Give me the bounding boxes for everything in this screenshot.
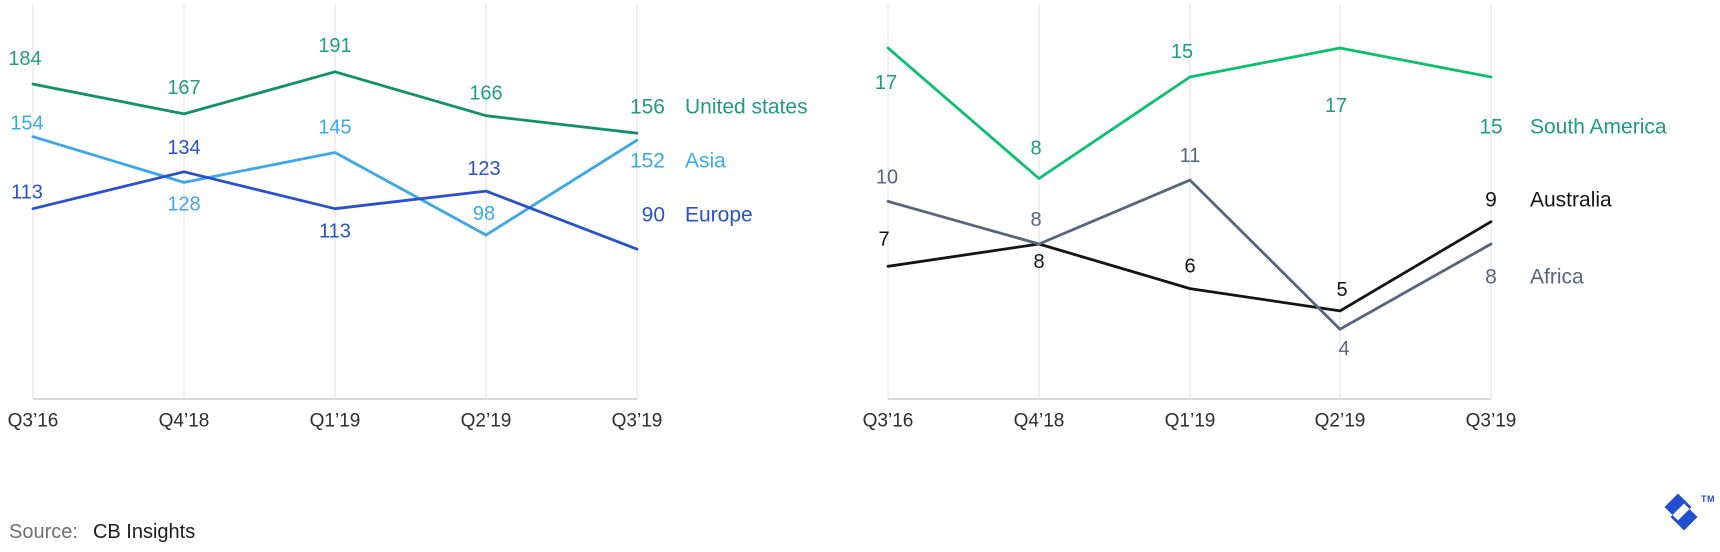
point-label-south-america: 17: [875, 72, 897, 94]
point-label-africa: 11: [1180, 145, 1201, 167]
point-label-europe: 113: [319, 221, 351, 243]
x-tick-label: Q2’19: [1315, 411, 1366, 432]
legend-value-europe: 90: [642, 204, 665, 227]
x-tick-label: Q1’19: [1165, 411, 1216, 432]
point-label-united-states: 184: [8, 48, 41, 70]
point-label-united-states: 166: [469, 83, 502, 105]
legend-label-australia: Australia: [1530, 189, 1612, 212]
point-label-europe: 134: [167, 137, 200, 159]
trademark-label: TM: [1701, 494, 1715, 504]
x-tick-label: Q4’18: [1014, 411, 1065, 432]
series-line-asia: [31, 135, 639, 237]
legend-label-asia: Asia: [685, 150, 726, 173]
legend-label-europe: Europe: [685, 204, 753, 227]
series-line-africa: [886, 178, 1493, 331]
point-label-united-states: 191: [318, 35, 351, 57]
x-tick-label: Q4’18: [159, 411, 210, 432]
point-label-asia: 154: [10, 113, 43, 135]
point-label-australia: 5: [1336, 279, 1347, 301]
legend-value-australia: 9: [1485, 189, 1497, 212]
legend-value-south-america: 15: [1479, 116, 1502, 139]
series-line-south-america: [886, 46, 1493, 180]
point-label-africa: 10: [876, 166, 898, 188]
line-charts: Q3’16 Q4’18 Q1’19 Q2’19 Q3’19184167191166156…: [8, 4, 1667, 432]
source-label: Source:: [9, 521, 78, 543]
series-line-australia: [886, 220, 1493, 313]
point-label-australia: 8: [1033, 251, 1044, 273]
legend-label-united-states: United states: [685, 96, 808, 119]
x-tick-label: Q3’19: [612, 411, 663, 432]
source-value: CB Insights: [92, 521, 196, 543]
legend-value-united-states: 156: [630, 96, 665, 119]
legend-label-south-america: South America: [1530, 116, 1667, 139]
x-tick-label: Q3’16: [8, 411, 59, 432]
point-label-europe: 113: [11, 182, 43, 204]
point-label-asia: 128: [167, 193, 200, 215]
toptal-logo: TM: [1655, 486, 1717, 548]
toptal-logo-icon: [1664, 493, 1698, 531]
point-label-australia: 7: [878, 228, 889, 250]
x-tick-label: Q3’16: [863, 411, 914, 432]
series-line-united-states: [31, 70, 639, 135]
point-label-united-states: 167: [167, 77, 200, 99]
point-label-asia: 145: [318, 117, 351, 139]
source-attribution: Source: CB Insights: [9, 521, 195, 544]
x-tick-label: Q3’19: [1466, 411, 1517, 432]
legend-label-africa: Africa: [1530, 266, 1584, 289]
legend-value-africa: 8: [1485, 266, 1497, 289]
point-label-south-america: 15: [1171, 41, 1193, 63]
point-label-south-america: 17: [1325, 95, 1347, 117]
point-label-south-america: 8: [1030, 138, 1041, 160]
legend-value-asia: 152: [630, 150, 665, 173]
series-line-europe: [31, 170, 639, 251]
x-tick-label: Q1’19: [310, 411, 361, 432]
point-label-africa: 8: [1030, 209, 1041, 231]
x-tick-label: Q2’19: [461, 411, 512, 432]
point-label-africa: 4: [1338, 338, 1349, 360]
point-label-asia: 98: [473, 203, 495, 225]
point-label-europe: 123: [467, 158, 500, 180]
point-label-australia: 6: [1184, 256, 1195, 278]
